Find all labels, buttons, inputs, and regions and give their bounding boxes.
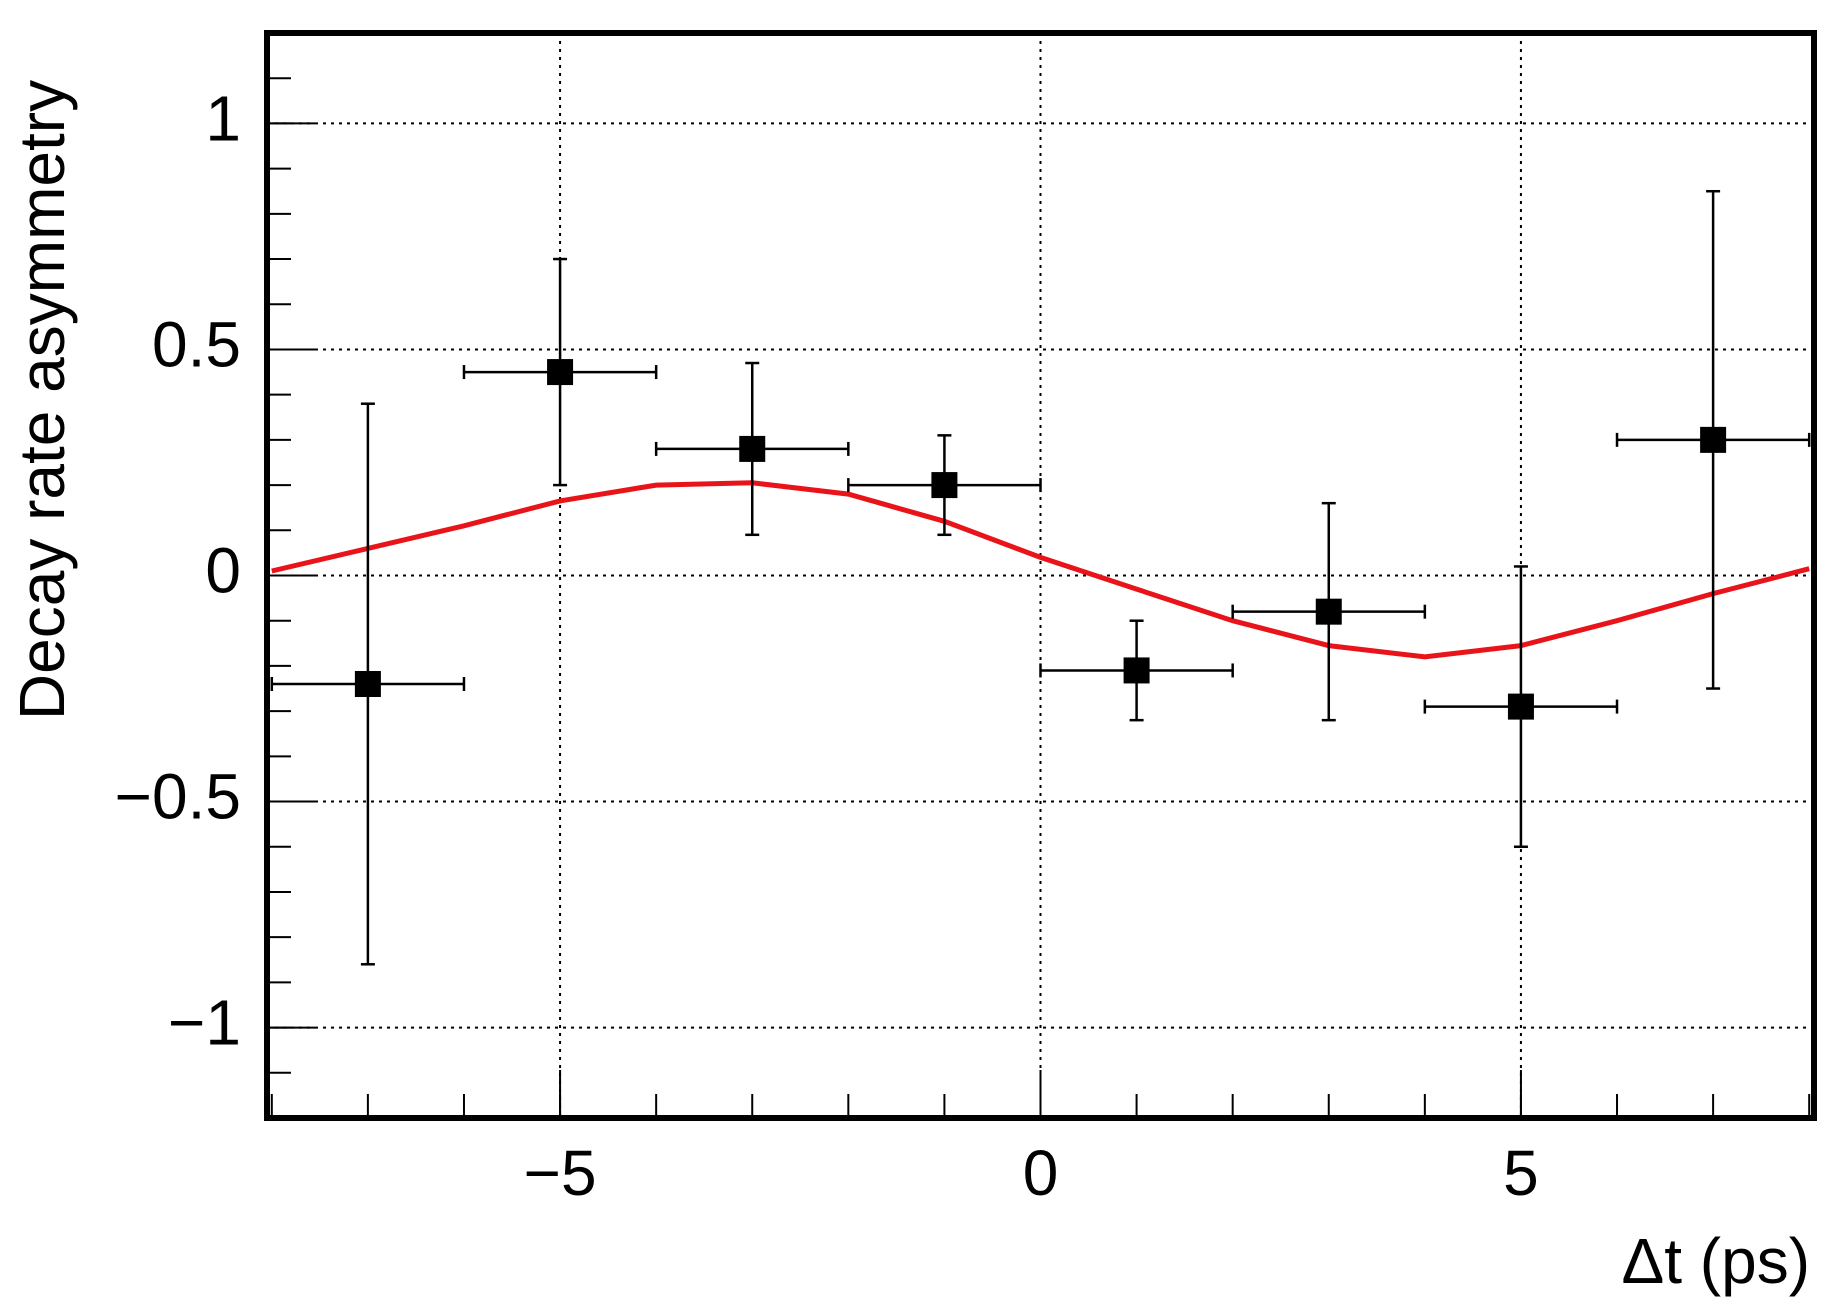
data-point xyxy=(1123,657,1150,684)
y-tick-label: −1 xyxy=(168,986,241,1058)
data-point xyxy=(1507,693,1534,720)
x-tick-label: 5 xyxy=(1503,1137,1539,1209)
data-point xyxy=(354,671,381,697)
y-tick-label: 0 xyxy=(205,534,241,606)
y-axis-label: Decay rate asymmetry xyxy=(6,80,78,720)
plot-frame xyxy=(264,30,1817,1121)
y-tick-label: 1 xyxy=(205,82,241,154)
data-point xyxy=(931,472,958,499)
y-tick-label: 0.5 xyxy=(152,308,241,380)
x-tick-label: −5 xyxy=(524,1137,597,1209)
x-axis-label: Δt (ps) xyxy=(1621,1225,1810,1297)
data-point xyxy=(1315,598,1342,625)
fit-curve xyxy=(271,480,1810,660)
data-point xyxy=(739,435,766,462)
data-point xyxy=(547,359,574,386)
x-tick-label: 0 xyxy=(1023,1137,1059,1209)
y-tick-label: −0.5 xyxy=(115,760,241,832)
data-point xyxy=(1700,426,1727,453)
